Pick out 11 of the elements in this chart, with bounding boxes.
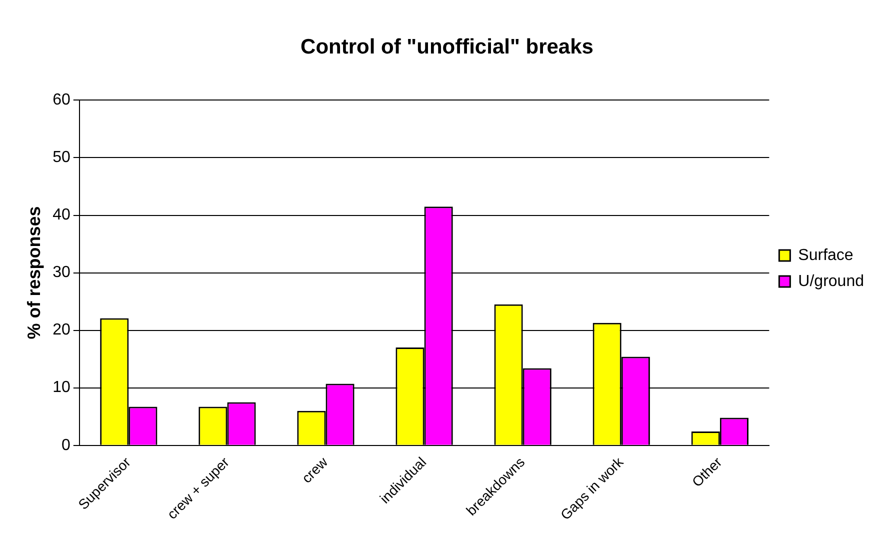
y-tick-label: 60 — [52, 92, 70, 109]
legend-label: Surface — [798, 246, 854, 264]
y-tick-label: 10 — [52, 379, 70, 396]
y-tick-label: 0 — [61, 436, 70, 454]
y-axis-title: % of responses — [24, 206, 44, 340]
y-tick-label: 30 — [52, 264, 70, 282]
chart-title: Control of "unofficial" breaks — [300, 35, 594, 58]
y-tick-label: 40 — [52, 206, 70, 224]
y-tick-label: 50 — [52, 149, 70, 166]
legend-label: U/ground — [798, 272, 864, 290]
y-tick-label: 20 — [52, 322, 70, 339]
